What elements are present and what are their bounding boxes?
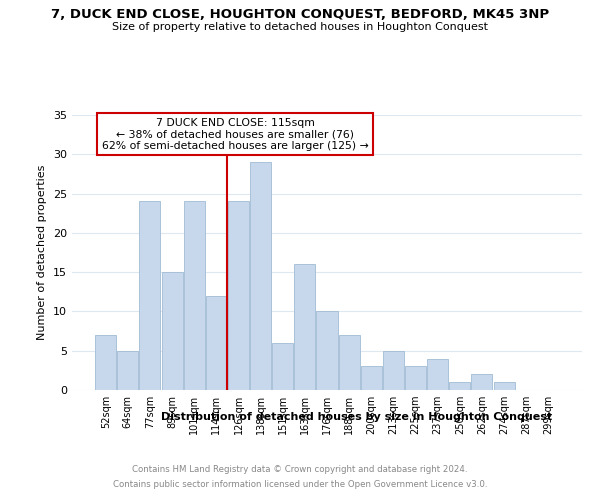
Bar [383,350,404,390]
Bar [206,296,227,390]
Bar [295,264,316,390]
Bar [118,350,139,390]
Text: Contains public sector information licensed under the Open Government Licence v3: Contains public sector information licen… [113,480,487,489]
Bar [228,202,249,390]
Bar [494,382,515,390]
Text: 7 DUCK END CLOSE: 115sqm
← 38% of detached houses are smaller (76)
62% of semi-d: 7 DUCK END CLOSE: 115sqm ← 38% of detach… [102,118,368,151]
Bar [316,312,338,390]
Text: 7, DUCK END CLOSE, HOUGHTON CONQUEST, BEDFORD, MK45 3NP: 7, DUCK END CLOSE, HOUGHTON CONQUEST, BE… [51,8,549,20]
Bar [139,202,160,390]
Bar [449,382,470,390]
Bar [338,335,359,390]
Bar [250,162,271,390]
Text: Distribution of detached houses by size in Houghton Conquest: Distribution of detached houses by size … [161,412,553,422]
Bar [405,366,426,390]
Bar [472,374,493,390]
Bar [272,343,293,390]
Bar [184,202,205,390]
Text: Size of property relative to detached houses in Houghton Conquest: Size of property relative to detached ho… [112,22,488,32]
Bar [161,272,182,390]
Text: Contains HM Land Registry data © Crown copyright and database right 2024.: Contains HM Land Registry data © Crown c… [132,465,468,474]
Bar [427,358,448,390]
Y-axis label: Number of detached properties: Number of detached properties [37,165,47,340]
Bar [95,335,116,390]
Bar [361,366,382,390]
